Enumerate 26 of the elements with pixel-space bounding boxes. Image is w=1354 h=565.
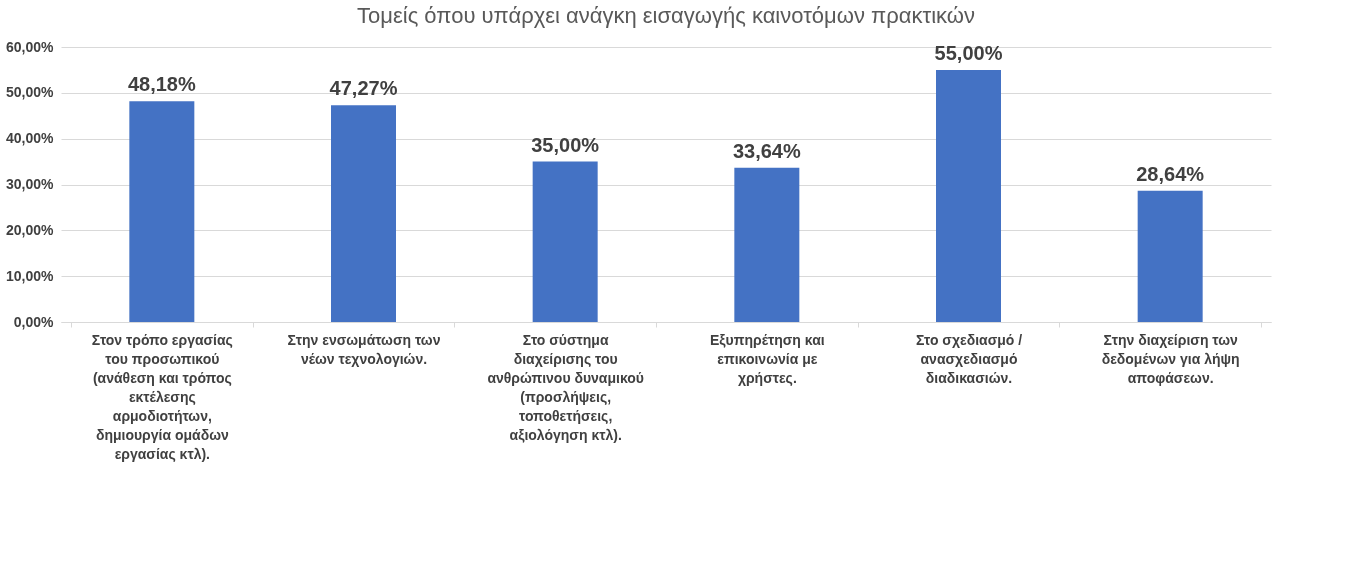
y-tick-label: 60,00% xyxy=(6,38,55,55)
x-tick-label: Στην ενσωμάτωση των νέων τεχνολογιών. xyxy=(287,331,441,367)
bar xyxy=(129,101,195,322)
data-label: 35,00% xyxy=(531,133,600,156)
data-label: 55,00% xyxy=(934,41,1003,64)
data-label: 33,64% xyxy=(732,139,801,162)
x-tick-label: Στο σχεδιασμό / ανασχεδιασμό διαδικασιών. xyxy=(915,331,1023,386)
x-tick-label: Εξυπηρέτηση και επικοινωνία με χρήστες. xyxy=(710,331,825,386)
bar xyxy=(734,167,800,322)
data-label: 28,64% xyxy=(1136,162,1205,185)
bar xyxy=(532,161,598,322)
y-tick-label: 0,00% xyxy=(13,313,55,330)
bar xyxy=(1137,190,1203,322)
y-tick-label: 30,00% xyxy=(6,176,55,192)
data-label: 48,18% xyxy=(127,73,196,96)
x-tick-label: Στον τρόπο εργασίας του προσωπικού (ανάθεση και τρόπος εκτέλεσης αρμοδιοτήτων, δημιουργία ομάδων εργασίας κτλ). xyxy=(91,331,233,462)
x-tick-label: Στην διαχείριση των δεδομένων για λήψη αποφάσεων. xyxy=(1101,331,1240,386)
y-tick-label: 20,00% xyxy=(6,221,55,238)
y-tick-label: 10,00% xyxy=(6,267,55,284)
bar xyxy=(936,69,1001,322)
data-label: 47,27% xyxy=(329,77,398,100)
x-tick-label: Στο σύστημα διαχείρισης του ανθρώπινου δυναμικού (προσλήψεις, τοποθετήσεις, αξιολόγηση κτλ). xyxy=(487,331,644,443)
chart-title: Τομείς όπου υπάρχει ανάγκη εισαγωγής καινοτόμων πρακτικών xyxy=(357,3,975,28)
y-tick-label: 40,00% xyxy=(6,130,55,147)
bar xyxy=(331,105,396,322)
y-tick-label: 50,00% xyxy=(6,84,55,101)
